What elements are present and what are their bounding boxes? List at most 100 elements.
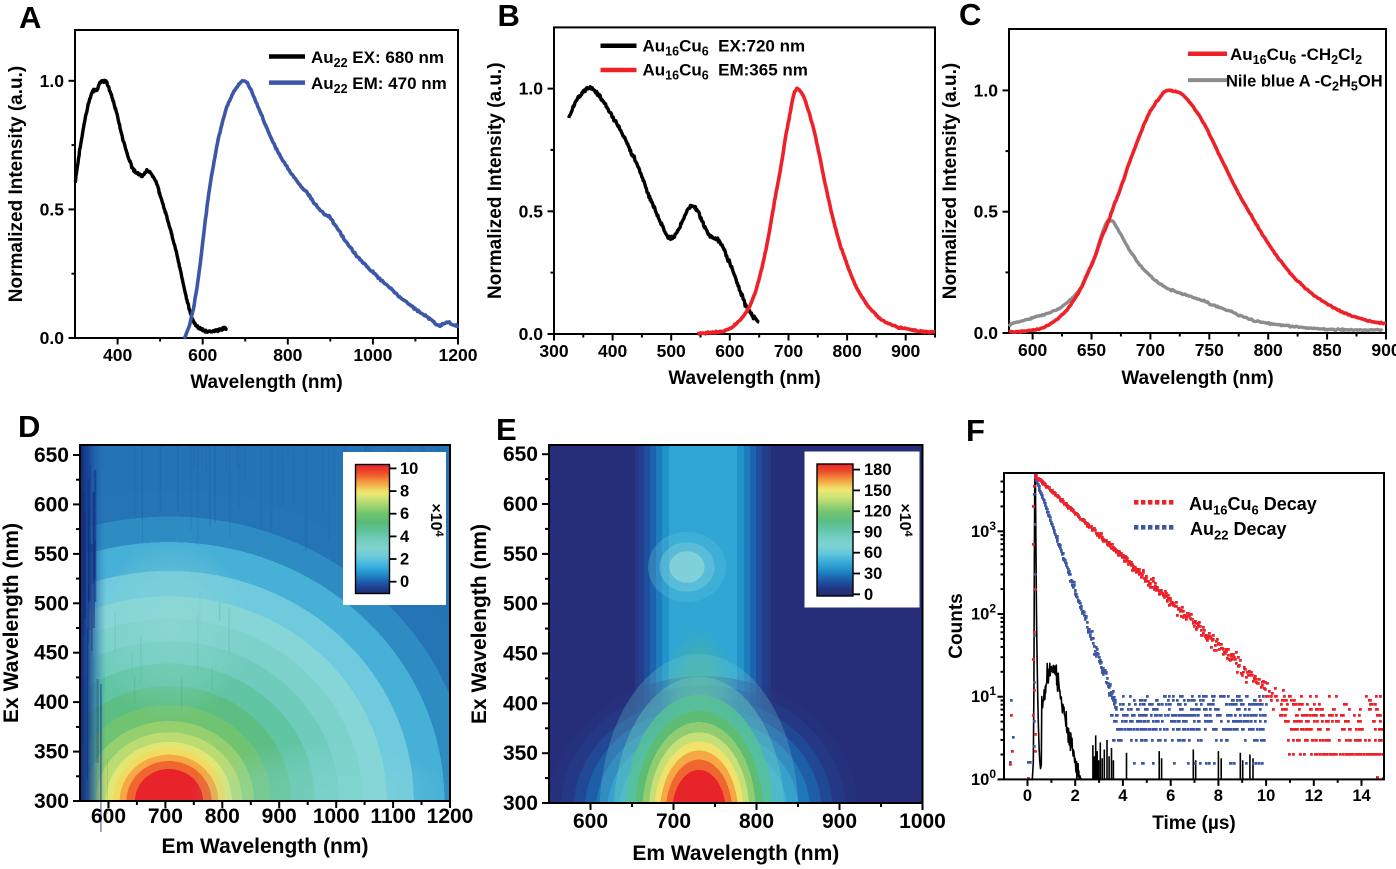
svg-text:400: 400 — [103, 345, 132, 365]
svg-text:900: 900 — [1371, 340, 1396, 360]
svg-text:Time (µs): Time (µs) — [1152, 813, 1235, 834]
svg-text:A: A — [19, 0, 41, 35]
svg-text:350: 350 — [34, 741, 69, 764]
svg-text:700: 700 — [148, 805, 183, 828]
svg-text:400: 400 — [598, 341, 627, 361]
svg-text:0.5: 0.5 — [519, 201, 544, 221]
svg-text:600: 600 — [34, 493, 69, 516]
svg-text:650: 650 — [503, 443, 538, 466]
svg-text:Normalized Intensity (a.u.): Normalized Intensity (a.u.) — [485, 62, 506, 298]
svg-text:500: 500 — [503, 593, 538, 616]
svg-text:60: 60 — [864, 544, 882, 562]
svg-text:1200: 1200 — [439, 345, 478, 365]
svg-text:90: 90 — [864, 523, 882, 541]
svg-text:700: 700 — [656, 810, 691, 833]
svg-text:4: 4 — [400, 528, 410, 546]
svg-text:450: 450 — [34, 642, 69, 665]
svg-text:10: 10 — [1257, 787, 1275, 805]
svg-text:450: 450 — [503, 643, 538, 666]
svg-text:500: 500 — [657, 341, 686, 361]
svg-text:2: 2 — [1071, 787, 1080, 805]
svg-text:×104: ×104 — [427, 503, 445, 537]
svg-text:6: 6 — [400, 505, 409, 523]
svg-text:Au22 EX: 680 nm: Au22 EX: 680 nm — [311, 48, 444, 70]
svg-text:700: 700 — [1136, 340, 1165, 360]
svg-text:0: 0 — [400, 573, 409, 591]
svg-text:Au16Cu6 -CH2Cl2: Au16Cu6 -CH2Cl2 — [1230, 45, 1362, 67]
svg-text:100: 100 — [971, 767, 996, 789]
svg-text:Au16Cu6 EM:365 nm: Au16Cu6 EM:365 nm — [643, 61, 808, 83]
svg-text:650: 650 — [34, 444, 69, 467]
svg-text:8: 8 — [1214, 787, 1223, 805]
svg-text:550: 550 — [503, 543, 538, 566]
svg-text:600: 600 — [503, 493, 538, 516]
svg-text:Wavelength (nm): Wavelength (nm) — [190, 372, 342, 393]
svg-text:750: 750 — [1195, 340, 1224, 360]
svg-text:Nile blue A -C2H5OH: Nile blue A -C2H5OH — [1226, 72, 1383, 93]
svg-text:0.0: 0.0 — [519, 324, 544, 344]
svg-text:600: 600 — [1018, 340, 1047, 360]
svg-text:0: 0 — [1023, 787, 1032, 805]
svg-text:900: 900 — [822, 810, 857, 833]
svg-text:D: D — [18, 409, 40, 444]
svg-text:180: 180 — [864, 461, 892, 479]
svg-text:8: 8 — [400, 483, 409, 501]
svg-text:150: 150 — [864, 482, 892, 500]
svg-text:Ex Wavelength (nm): Ex Wavelength (nm) — [0, 523, 23, 723]
svg-text:C: C — [959, 0, 981, 32]
svg-text:600: 600 — [573, 810, 608, 833]
svg-text:650: 650 — [1077, 340, 1106, 360]
svg-text:Em Wavelength (nm): Em Wavelength (nm) — [632, 842, 839, 865]
svg-text:30: 30 — [864, 565, 882, 583]
svg-text:1000: 1000 — [313, 805, 360, 828]
svg-text:900: 900 — [262, 805, 297, 828]
svg-text:1.0: 1.0 — [40, 71, 65, 91]
svg-text:300: 300 — [503, 792, 538, 815]
svg-text:400: 400 — [503, 692, 538, 715]
svg-text:10: 10 — [400, 460, 418, 478]
svg-text:101: 101 — [971, 684, 996, 706]
svg-text:400: 400 — [34, 691, 69, 714]
svg-text:Ex Wavelength (nm): Ex Wavelength (nm) — [468, 524, 491, 724]
svg-text:800: 800 — [273, 345, 302, 365]
svg-text:12: 12 — [1305, 787, 1323, 805]
svg-text:550: 550 — [34, 543, 69, 566]
svg-text:4: 4 — [1118, 787, 1128, 805]
svg-text:Wavelength (nm): Wavelength (nm) — [1121, 368, 1273, 389]
svg-text:Normalized Intensity (a.u.): Normalized Intensity (a.u.) — [940, 63, 961, 299]
svg-text:Au16Cu6 EX:720 nm: Au16Cu6 EX:720 nm — [643, 37, 806, 59]
svg-text:600: 600 — [188, 345, 217, 365]
svg-text:500: 500 — [34, 592, 69, 615]
svg-text:700: 700 — [774, 341, 803, 361]
svg-text:600: 600 — [715, 341, 744, 361]
svg-text:103: 103 — [971, 519, 996, 541]
svg-text:6: 6 — [1166, 787, 1175, 805]
svg-text:0.5: 0.5 — [40, 199, 65, 219]
svg-text:Wavelength (nm): Wavelength (nm) — [668, 368, 820, 389]
svg-text:1000: 1000 — [353, 345, 392, 365]
svg-text:900: 900 — [891, 341, 920, 361]
svg-text:Counts: Counts — [946, 593, 967, 658]
svg-text:F: F — [966, 413, 985, 448]
svg-text:Au22 EM: 470 nm: Au22 EM: 470 nm — [311, 74, 447, 96]
svg-text:800: 800 — [832, 341, 861, 361]
svg-text:1.0: 1.0 — [974, 80, 999, 100]
svg-text:0.0: 0.0 — [40, 328, 65, 348]
svg-text:600: 600 — [91, 805, 126, 828]
svg-text:Normalized Intensity (a.u.): Normalized Intensity (a.u.) — [6, 66, 27, 302]
svg-text:Au22 Decay: Au22 Decay — [1190, 519, 1287, 543]
svg-text:120: 120 — [864, 503, 892, 521]
svg-text:1.0: 1.0 — [519, 79, 544, 99]
svg-text:800: 800 — [205, 805, 240, 828]
svg-text:Au16Cu6 Decay: Au16Cu6 Decay — [1189, 494, 1317, 518]
svg-text:1100: 1100 — [370, 805, 416, 828]
svg-text:102: 102 — [971, 602, 996, 624]
svg-text:14: 14 — [1352, 787, 1371, 805]
svg-text:350: 350 — [503, 742, 538, 765]
svg-text:0.5: 0.5 — [974, 202, 999, 222]
svg-text:B: B — [498, 0, 520, 33]
svg-text:1000: 1000 — [899, 810, 946, 833]
svg-text:800: 800 — [739, 810, 774, 833]
svg-text:300: 300 — [539, 341, 568, 361]
svg-text:2: 2 — [400, 551, 409, 569]
